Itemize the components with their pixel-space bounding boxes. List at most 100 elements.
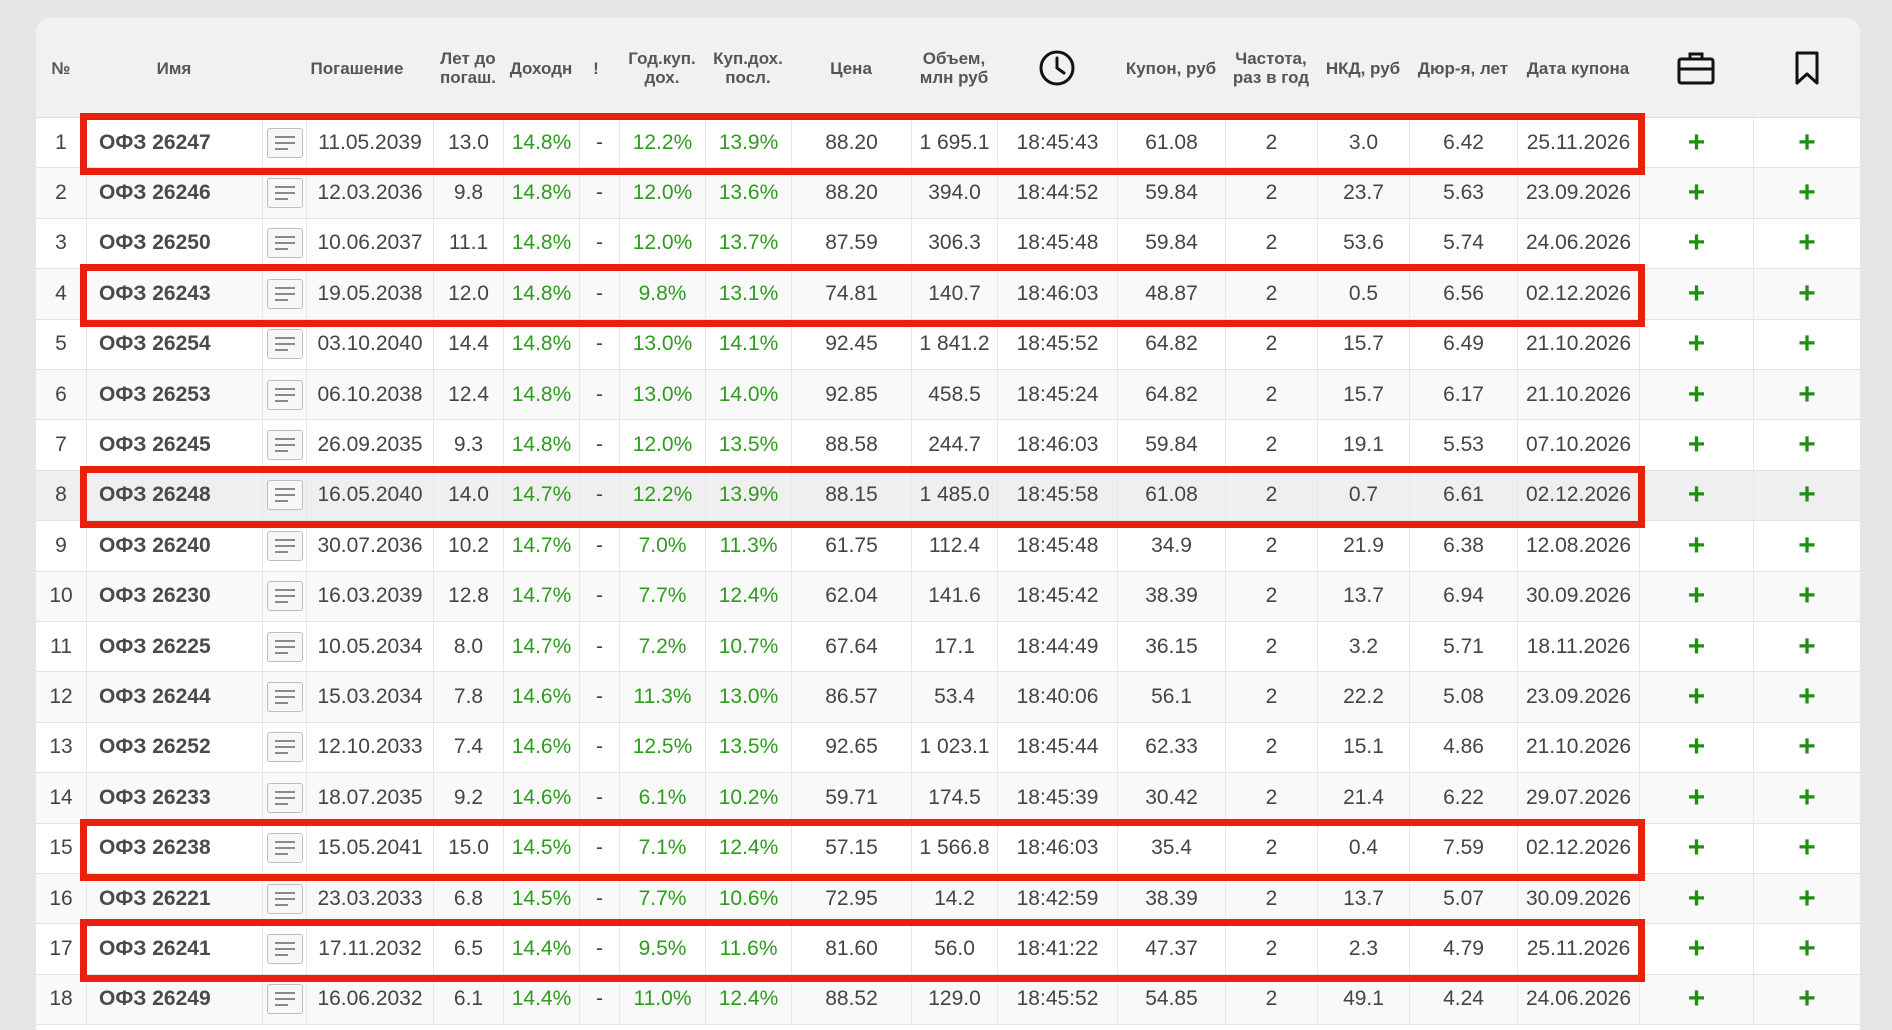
add-to-bookmarks-plus-icon[interactable]: + (1798, 528, 1816, 562)
add-to-portfolio-plus-icon[interactable]: + (1687, 226, 1706, 260)
header-duration[interactable]: Дюр-я, лет (1417, 58, 1509, 78)
header-nkd[interactable]: НКД, руб (1325, 58, 1401, 78)
header-coupon-date[interactable]: Дата купона (1526, 58, 1630, 78)
document-lines-icon[interactable] (266, 278, 303, 309)
add-to-portfolio-plus-icon[interactable]: + (1687, 932, 1706, 966)
table-row[interactable]: 6 ОФЗ 26253 06.10.2038 12.4 14.8% -13.0% 14.0%… (36, 370, 1860, 421)
add-to-bookmarks-plus-icon[interactable]: + (1798, 680, 1816, 714)
add-to-bookmarks-plus-icon[interactable]: + (1798, 982, 1816, 1016)
add-to-portfolio-plus-icon[interactable]: + (1687, 176, 1706, 210)
add-to-bookmarks-plus-icon[interactable]: + (1798, 831, 1816, 865)
document-lines-icon[interactable] (266, 530, 303, 561)
add-to-portfolio-plus-icon[interactable]: + (1687, 680, 1706, 714)
add-to-portfolio-plus-icon[interactable]: + (1687, 125, 1706, 159)
bond-name[interactable]: ОФЗ 26241 (86, 924, 262, 974)
document-lines-icon[interactable] (266, 127, 303, 158)
table-row[interactable]: 5 ОФЗ 26254 03.10.2040 14.4 14.8% -13.0% 14.1%… (36, 319, 1860, 370)
bond-name[interactable]: ОФЗ 26240 (86, 521, 262, 571)
add-to-bookmarks-plus-icon[interactable]: + (1798, 377, 1816, 411)
header-last-coupon-yield[interactable]: Куп.дох. посл. (713, 49, 783, 87)
document-lines-icon[interactable] (266, 934, 303, 965)
bond-name[interactable]: ОФЗ 26252 (86, 722, 262, 773)
header-years[interactable]: Лет до погаш. (439, 49, 497, 87)
document-lines-icon[interactable] (266, 379, 303, 410)
add-to-portfolio-plus-icon[interactable]: + (1687, 377, 1706, 411)
bond-name[interactable]: ОФЗ 26233 (86, 773, 262, 823)
document-lines-icon[interactable] (266, 732, 303, 763)
add-to-bookmarks-plus-icon[interactable]: + (1798, 125, 1816, 159)
add-to-portfolio-plus-icon[interactable]: + (1687, 780, 1706, 814)
add-to-bookmarks-plus-icon[interactable]: + (1798, 780, 1816, 814)
document-lines-icon[interactable] (266, 984, 303, 1015)
header-bookmark[interactable] (1753, 18, 1860, 118)
header-time[interactable] (997, 18, 1117, 118)
header-coupon[interactable]: Купон, руб (1125, 58, 1217, 78)
table-row[interactable]: 17 ОФЗ 26241 17.11.2032 6.5 14.4% -9.5% 11.6% 8… (36, 924, 1860, 975)
table-row[interactable]: 3 ОФЗ 26250 10.06.2037 11.1 14.8% -12.0% 13.7%… (36, 218, 1860, 270)
table-row[interactable]: 13 ОФЗ 26252 12.10.2033 7.4 14.6% -12.5% 13.5%… (36, 722, 1860, 774)
add-to-portfolio-plus-icon[interactable]: + (1687, 730, 1706, 764)
add-to-portfolio-plus-icon[interactable]: + (1687, 881, 1706, 915)
table-row[interactable]: 2 ОФЗ 26246 12.03.2036 9.8 14.8% -12.0% 13.6% 8… (36, 168, 1860, 219)
add-to-bookmarks-plus-icon[interactable]: + (1798, 629, 1816, 663)
table-row[interactable]: 8 ОФЗ 26248 16.05.2040 14.0 14.7% -12.2% 13.9%… (36, 470, 1860, 522)
document-lines-icon[interactable] (266, 430, 303, 461)
document-lines-icon[interactable] (266, 782, 303, 813)
table-row[interactable]: 18 ОФЗ 26249 16.06.2032 6.1 14.4% -11.0% 12.4%… (36, 974, 1860, 1026)
header-num[interactable]: № (51, 58, 71, 78)
document-lines-icon[interactable] (266, 883, 303, 914)
add-to-portfolio-plus-icon[interactable]: + (1687, 831, 1706, 865)
table-row[interactable]: 9 ОФЗ 26240 30.07.2036 10.2 14.7% -7.0% 11.3% 6… (36, 521, 1860, 572)
table-row[interactable]: 10 ОФЗ 26230 16.03.2039 12.8 14.7% -7.7% 12.4%… (36, 571, 1860, 622)
bond-name[interactable]: ОФЗ 26225 (86, 622, 262, 672)
bond-name[interactable]: ОФЗ 26245 (86, 420, 262, 470)
table-row[interactable]: 16 ОФЗ 26221 23.03.2033 6.8 14.5% -7.7% 10.6% 7… (36, 874, 1860, 925)
add-to-bookmarks-plus-icon[interactable]: + (1798, 579, 1816, 613)
table-row[interactable]: 14 ОФЗ 26233 18.07.2035 9.2 14.6% -6.1% 10.2% 5… (36, 773, 1860, 824)
header-volume[interactable]: Объем, млн руб (919, 49, 989, 87)
document-lines-icon[interactable] (266, 178, 303, 209)
bond-name[interactable]: ОФЗ 26250 (86, 218, 262, 269)
document-lines-icon[interactable] (266, 682, 303, 713)
add-to-bookmarks-plus-icon[interactable]: + (1798, 226, 1816, 260)
bond-name[interactable]: ОФЗ 26238 (86, 823, 262, 873)
bond-name[interactable]: ОФЗ 26243 (86, 269, 262, 319)
add-to-bookmarks-plus-icon[interactable]: + (1798, 176, 1816, 210)
add-to-bookmarks-plus-icon[interactable]: + (1798, 276, 1816, 310)
bond-name[interactable]: ОФЗ 26249 (86, 974, 262, 1025)
add-to-portfolio-plus-icon[interactable]: + (1687, 478, 1706, 512)
document-lines-icon[interactable] (266, 833, 303, 864)
bond-name[interactable]: ОФЗ 26248 (86, 470, 262, 521)
document-lines-icon[interactable] (266, 480, 303, 511)
add-to-bookmarks-plus-icon[interactable]: + (1798, 428, 1816, 462)
header-name[interactable]: Имя (156, 58, 192, 78)
add-to-portfolio-plus-icon[interactable]: + (1687, 579, 1706, 613)
add-to-bookmarks-plus-icon[interactable]: + (1798, 327, 1816, 361)
add-to-bookmarks-plus-icon[interactable]: + (1798, 932, 1816, 966)
add-to-portfolio-plus-icon[interactable]: + (1687, 982, 1706, 1016)
document-lines-icon[interactable] (266, 228, 303, 259)
document-lines-icon[interactable] (266, 581, 303, 612)
bond-name[interactable]: ОФЗ 26254 (86, 319, 262, 369)
bond-name[interactable]: ОФЗ 26244 (86, 672, 262, 722)
add-to-portfolio-plus-icon[interactable]: + (1687, 629, 1706, 663)
add-to-portfolio-plus-icon[interactable]: + (1687, 428, 1706, 462)
add-to-portfolio-plus-icon[interactable]: + (1687, 276, 1706, 310)
header-annual-coupon-yield[interactable]: Год.куп. дох. (628, 49, 696, 87)
table-row[interactable]: 7 ОФЗ 26245 26.09.2035 9.3 14.8% -12.0% 13.5% 8… (36, 420, 1860, 471)
header-excl[interactable]: ! (593, 58, 599, 78)
table-row[interactable]: 12 ОФЗ 26244 15.03.2034 7.8 14.6% -11.3% 13.0%… (36, 672, 1860, 723)
bond-name[interactable]: ОФЗ 26247 (86, 118, 262, 168)
table-row[interactable]: 11 ОФЗ 26225 10.05.2034 8.0 14.7% -7.2% 10.7% 6… (36, 622, 1860, 673)
header-frequency[interactable]: Частота, раз в год (1232, 49, 1310, 87)
add-to-portfolio-plus-icon[interactable]: + (1687, 528, 1706, 562)
bond-name[interactable]: ОФЗ 26221 (86, 874, 262, 924)
bond-name[interactable]: ОФЗ 26230 (86, 571, 262, 621)
header-price[interactable]: Цена (830, 58, 872, 78)
add-to-bookmarks-plus-icon[interactable]: + (1798, 478, 1816, 512)
add-to-bookmarks-plus-icon[interactable]: + (1798, 730, 1816, 764)
document-lines-icon[interactable] (266, 329, 303, 360)
header-yield[interactable]: Доходн (509, 58, 573, 78)
document-lines-icon[interactable] (266, 631, 303, 662)
header-portfolio[interactable] (1639, 18, 1753, 118)
